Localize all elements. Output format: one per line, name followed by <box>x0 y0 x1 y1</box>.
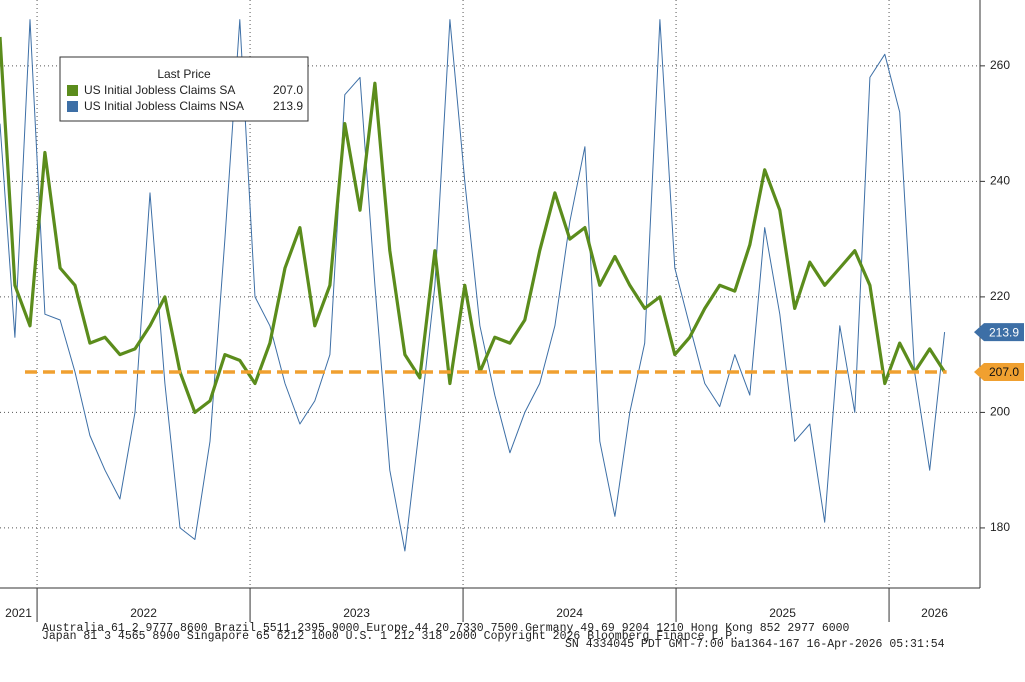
year-label: 2024 <box>556 606 583 620</box>
series-line <box>0 36 946 414</box>
year-label: 2021 <box>5 606 32 620</box>
footer-text: SN 4334045 PDT GMT-7:00 ba1364-167 16-Ap… <box>565 638 945 651</box>
y-tick-label: 200 <box>990 405 1010 419</box>
footer-text: Japan 81 3 4565 8900 Singapore 65 6212 1… <box>42 630 739 643</box>
legend-value: 213.9 <box>273 99 303 113</box>
y-tick-label: 260 <box>990 58 1010 72</box>
year-label: 2022 <box>130 606 157 620</box>
legend-box <box>59 56 309 122</box>
legend-swatch <box>67 101 78 112</box>
year-label: 2025 <box>769 606 796 620</box>
legend-label: US Initial Jobless Claims NSA <box>84 99 244 113</box>
legend-value: 207.0 <box>273 83 303 97</box>
legend-label: US Initial Jobless Claims SA <box>84 83 235 97</box>
legend-swatch <box>67 85 78 96</box>
year-label: 2026 <box>921 606 948 620</box>
year-label: 2023 <box>343 606 370 620</box>
last-value-tag <box>974 362 1024 381</box>
y-tick-label: 240 <box>990 174 1010 188</box>
last-value-label: 213.9 <box>989 325 1019 339</box>
y-tick-label: 220 <box>990 289 1010 303</box>
series-line <box>0 19 946 552</box>
plot-area <box>0 19 946 552</box>
y-tick-label: 180 <box>990 520 1010 534</box>
legend-title: Last Price <box>157 67 211 81</box>
last-value-label: 207.0 <box>989 365 1019 379</box>
last-value-tag <box>974 323 1024 342</box>
footer-text: Australia 61 2 9777 8600 Brazil 5511 239… <box>42 622 850 635</box>
